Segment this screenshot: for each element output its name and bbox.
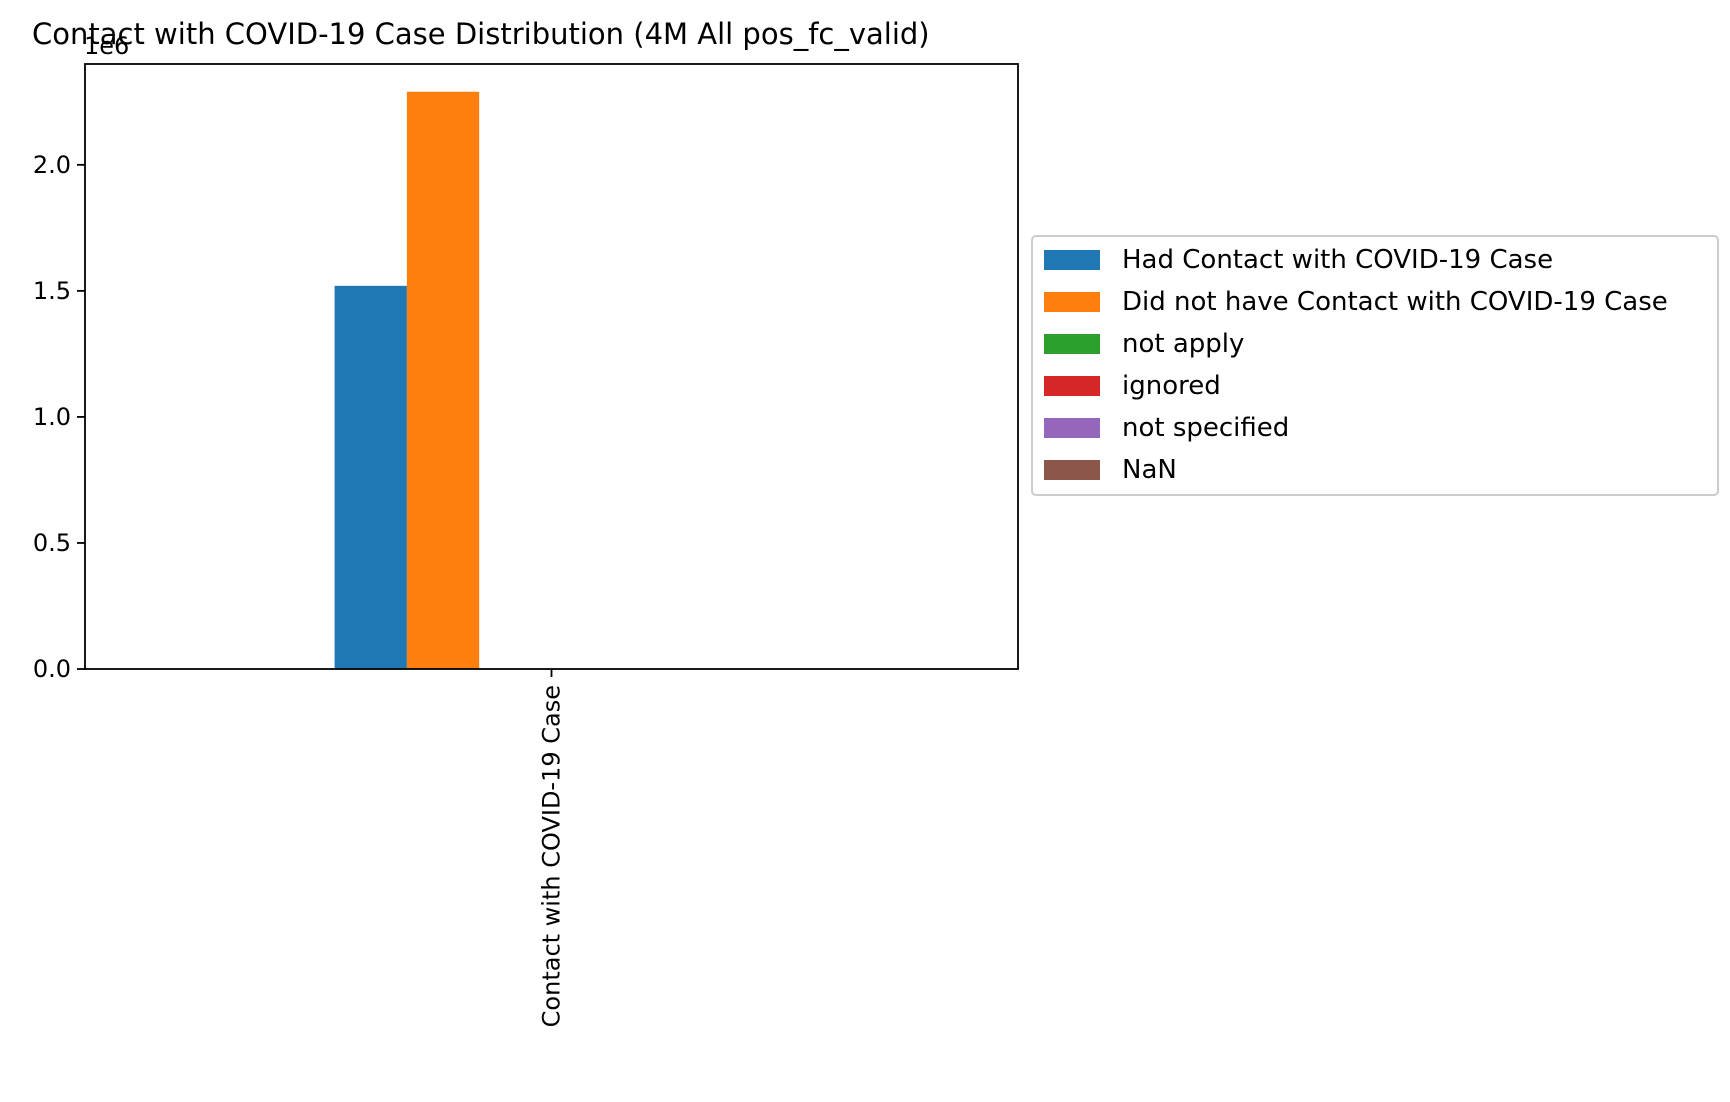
legend-label: not apply	[1122, 329, 1244, 359]
legend-label: Did not have Contact with COVID-19 Case	[1122, 287, 1668, 317]
legend-swatch	[1044, 460, 1100, 480]
bar-2	[406, 91, 480, 669]
chart-title: Contact with COVID-19 Case Distribution …	[32, 17, 930, 51]
legend: Had Contact with COVID-19 Case Did not ha…	[1031, 235, 1719, 496]
legend-label: ignored	[1122, 371, 1221, 401]
y-tick-label: 0.5	[33, 529, 71, 557]
plot-area-frame	[84, 63, 1019, 670]
y-tick-label: 0.0	[33, 655, 71, 683]
legend-swatch	[1044, 418, 1100, 438]
legend-label: NaN	[1122, 455, 1177, 485]
legend-label: not specified	[1122, 413, 1289, 443]
legend-swatch	[1044, 250, 1100, 270]
bars-group	[334, 91, 480, 669]
x-axis: Contact with COVID-19 Case	[538, 669, 566, 1027]
legend-swatch	[1044, 292, 1100, 312]
y-tick-label: 1.5	[33, 277, 71, 305]
legend-box	[1031, 235, 1719, 496]
bar-1	[334, 285, 407, 669]
x-tick-label: Contact with COVID-19 Case	[538, 685, 566, 1027]
legend-label: Had Contact with COVID-19 Case	[1122, 245, 1553, 275]
y-axis: 0.0 0.5 1.0 1.5 2.0	[33, 151, 85, 683]
y-tick-label: 2.0	[33, 151, 71, 179]
y-tick-label: 1.0	[33, 403, 71, 431]
legend-swatch	[1044, 376, 1100, 396]
y-offset-label: 1e6	[84, 32, 129, 60]
legend-swatch	[1044, 334, 1100, 354]
